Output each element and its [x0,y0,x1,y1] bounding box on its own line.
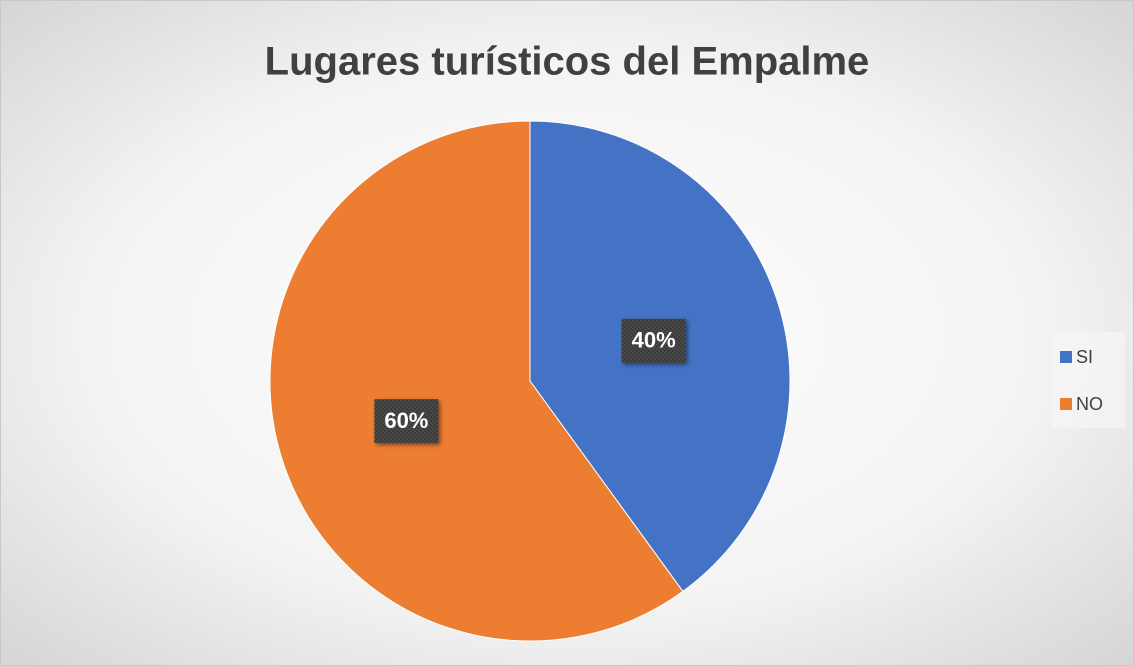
pie-slice [269,120,684,642]
data-label-box [374,399,439,444]
data-label: 60% [384,408,428,433]
legend-box [1052,332,1125,428]
data-label: 40% [632,328,676,353]
data-label-box [621,318,686,363]
legend-swatch [1060,398,1072,410]
legend-swatch [1060,351,1072,363]
chart-title: Lugares turísticos del Empalme [265,40,870,84]
legend-label: NO [1076,394,1103,414]
legend-label: SI [1076,347,1093,367]
